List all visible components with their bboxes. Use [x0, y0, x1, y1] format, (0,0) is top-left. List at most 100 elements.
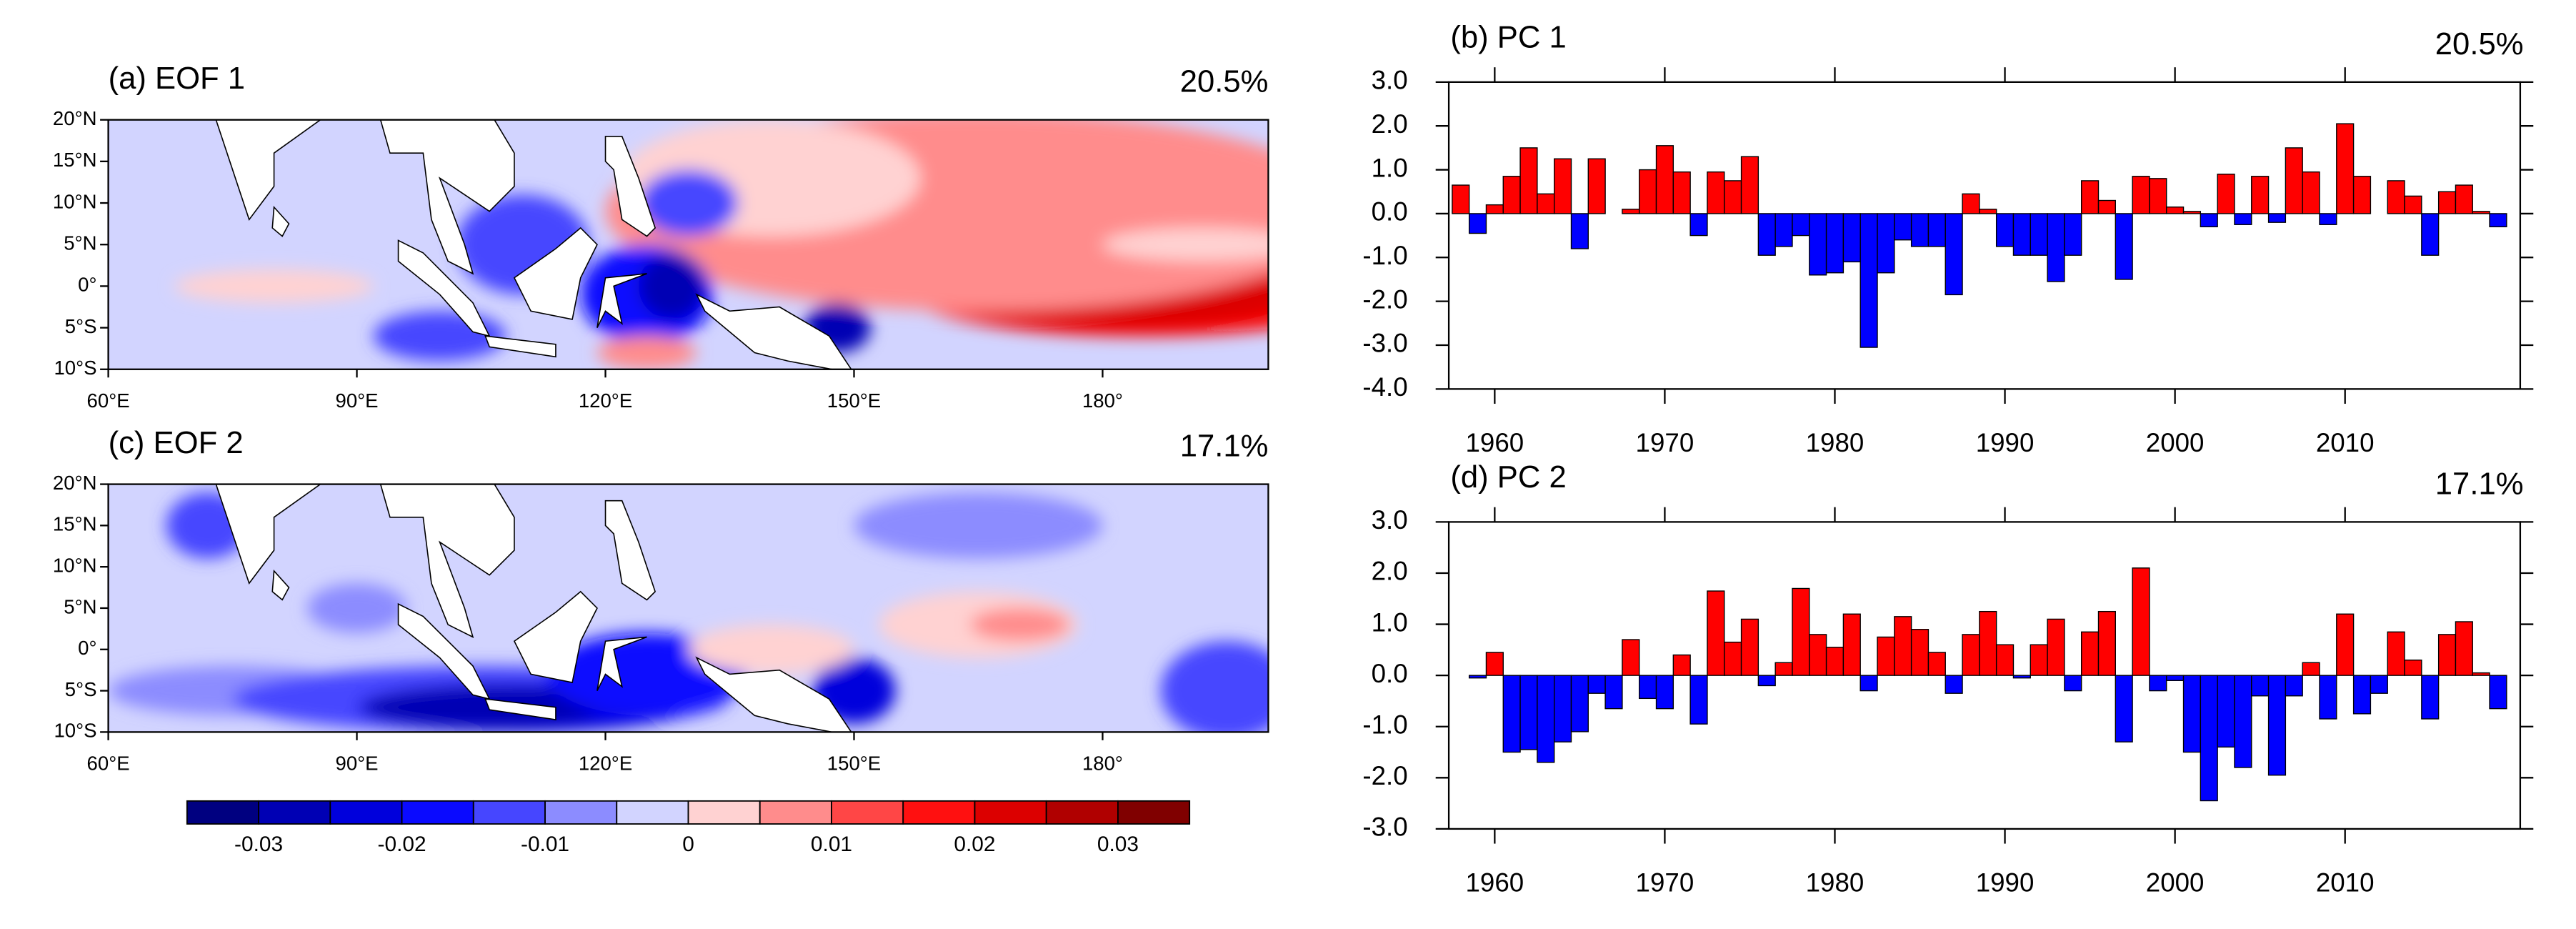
bar: [1519, 675, 1538, 750]
bar: [2200, 213, 2218, 228]
x-tick-label: 60°E: [87, 752, 130, 775]
shade-region: [969, 607, 1070, 642]
bar: [2166, 675, 2185, 681]
shade-region: [306, 583, 407, 633]
y-tick-label: 0.0: [1372, 659, 1408, 688]
map-title: (c) EOF 2: [109, 426, 244, 460]
x-tick-label: 2010: [2316, 428, 2375, 457]
chart-title: (d) PC 2: [1450, 460, 1566, 495]
bar: [1587, 158, 1606, 214]
y-tick-label: -2.0: [1362, 284, 1407, 314]
bar: [1672, 654, 1691, 676]
colorbar-tick-label: 0.02: [954, 833, 995, 856]
land: [379, 119, 515, 275]
bar: [1825, 213, 1844, 274]
bar: [2012, 675, 2031, 679]
y-tick-label: 2.0: [1372, 109, 1408, 139]
y-tick-label: 15°N: [53, 149, 97, 171]
bar: [2472, 672, 2490, 676]
bar: [2267, 675, 2287, 776]
colorbar-box: [544, 800, 618, 825]
bar: [1502, 675, 1521, 753]
bar: [1995, 644, 2015, 676]
bar: [1894, 616, 1912, 676]
bar: [2149, 675, 2167, 692]
shade-region: [854, 492, 1103, 559]
bar: [2081, 180, 2100, 214]
bar: [1639, 169, 1657, 214]
y-tick-label: 3.0: [1372, 66, 1408, 95]
shade-region: [596, 336, 697, 369]
map-field: [108, 119, 1269, 369]
bar: [2217, 675, 2235, 748]
bar: [2455, 621, 2473, 676]
bar: [2182, 211, 2202, 214]
shade-region: [174, 269, 374, 303]
bar: [1792, 213, 1810, 237]
bar: [2319, 213, 2337, 225]
bar: [1910, 213, 1929, 247]
bar: [1894, 213, 1912, 241]
bar: [2064, 213, 2082, 256]
bar: [2182, 675, 2202, 753]
colorbar-box: [1117, 800, 1191, 825]
bar: [2081, 631, 2100, 676]
bar: [1622, 209, 1640, 214]
colorbar-box: [759, 800, 832, 825]
shade-region: [638, 252, 705, 319]
bar: [1757, 675, 1776, 687]
chart-annotation: 17.1%: [2435, 467, 2524, 501]
y-tick-label: 5°S: [65, 315, 97, 337]
y-tick-label: 1.0: [1372, 153, 1408, 182]
shading: [108, 492, 1269, 732]
shading: [174, 119, 1269, 369]
bar: [1995, 213, 2015, 247]
bar: [1740, 618, 1759, 676]
x-tick-label: 1990: [1976, 868, 2035, 898]
y-tick-label: 2.0: [1372, 557, 1408, 586]
bar: [1859, 213, 1878, 348]
map-title: (a) EOF 1: [109, 61, 246, 96]
y-tick-label: -2.0: [1362, 761, 1407, 790]
bar: [2352, 675, 2372, 715]
y-tick-label: 1.0: [1372, 607, 1408, 637]
colorbar-box: [258, 800, 331, 825]
bar: [1672, 171, 1691, 214]
colorbar-box: [401, 800, 474, 825]
x-tick-label: 150°E: [827, 389, 881, 412]
bar: [2047, 213, 2065, 282]
bar: [1519, 147, 1538, 214]
colorbar-box: [472, 800, 546, 825]
land: [513, 590, 598, 683]
bar: [1485, 652, 1504, 676]
map-annotation: 17.1%: [1180, 429, 1269, 464]
x-tick-label: 1960: [1465, 428, 1524, 457]
bar: [1537, 193, 1555, 214]
y-tick-label: 3.0: [1372, 505, 1408, 535]
x-tick-label: 2000: [2146, 868, 2205, 898]
bar: [1502, 176, 1521, 214]
bar: [2132, 176, 2150, 214]
y-tick-label: 10°S: [54, 357, 96, 379]
bar: [2404, 659, 2422, 676]
y-tick-label: -4.0: [1362, 372, 1407, 402]
x-tick-label: 90°E: [336, 752, 379, 775]
bar: [2302, 662, 2320, 676]
land: [604, 136, 657, 237]
shade-region: [1160, 641, 1269, 732]
shade-region: [1102, 227, 1269, 262]
y-tick-label: -3.0: [1362, 329, 1407, 358]
bar: [2285, 147, 2303, 214]
colorbar-box: [687, 800, 761, 825]
bar: [2267, 213, 2287, 223]
bar: [1809, 213, 1827, 276]
bar: [2437, 634, 2457, 676]
bar: [1485, 204, 1504, 214]
x-tick-label: 2000: [2146, 428, 2205, 457]
y-tick-label: 10°N: [53, 190, 97, 212]
land: [271, 570, 290, 601]
bar: [1842, 213, 1861, 263]
land: [397, 602, 491, 700]
